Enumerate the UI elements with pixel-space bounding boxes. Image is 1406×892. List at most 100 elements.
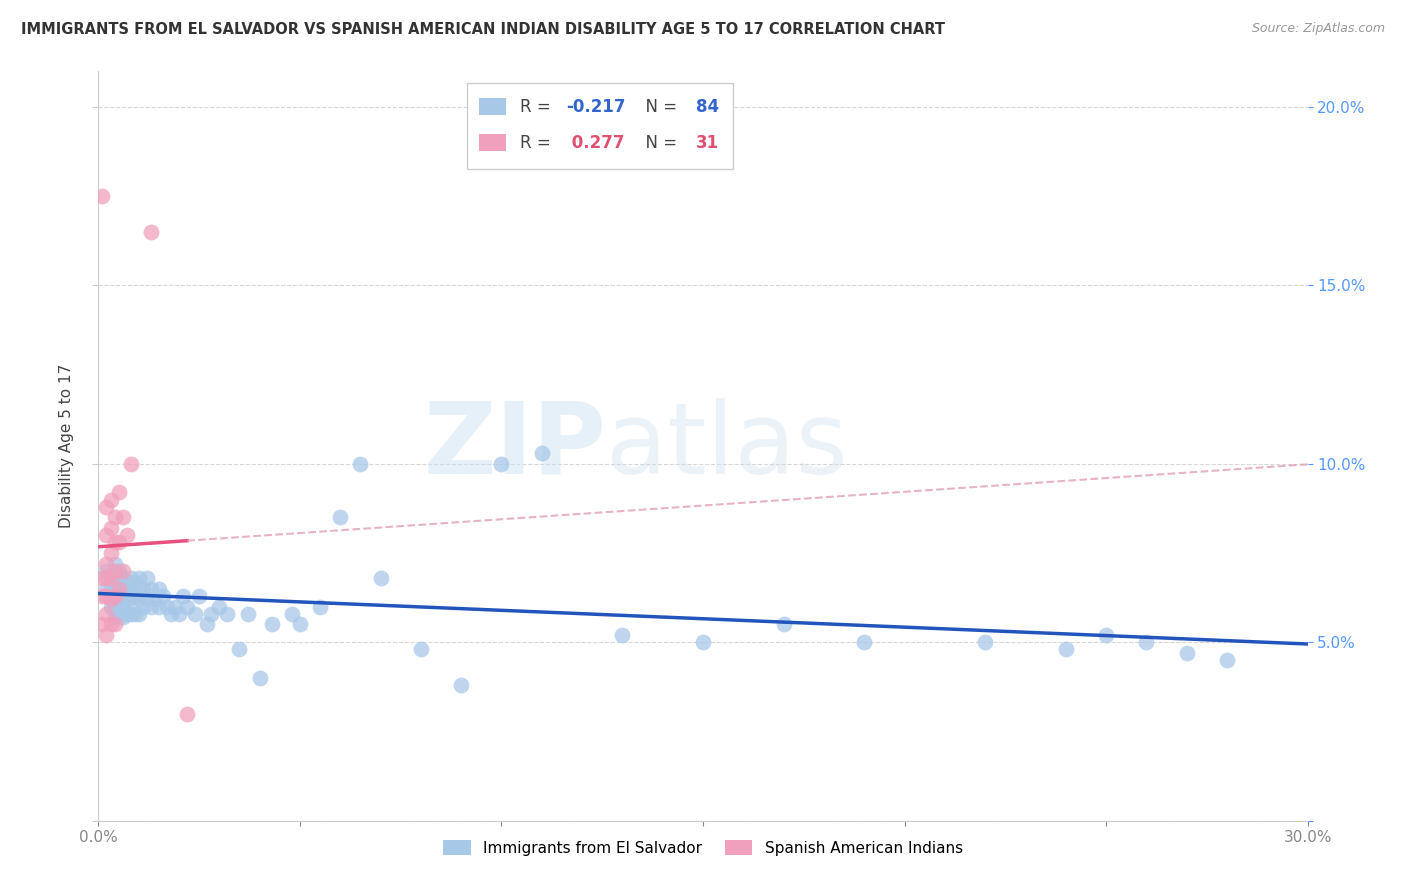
Point	[128, 582, 150, 596]
Point	[103, 610, 125, 624]
Point	[100, 599, 122, 614]
Point	[107, 610, 129, 624]
Point	[115, 592, 138, 607]
Point	[91, 189, 114, 203]
Point	[167, 607, 190, 621]
Point	[260, 617, 283, 632]
Point	[103, 599, 125, 614]
Point	[1135, 635, 1157, 649]
Text: -0.217: -0.217	[567, 97, 626, 116]
Point	[103, 535, 125, 549]
Point	[228, 642, 250, 657]
Point	[103, 589, 125, 603]
Point	[100, 589, 122, 603]
Text: atlas: atlas	[606, 398, 848, 494]
Point	[96, 628, 118, 642]
Point	[103, 510, 125, 524]
Point	[111, 510, 134, 524]
Point	[124, 574, 146, 589]
Point	[115, 528, 138, 542]
Point	[120, 592, 142, 607]
Point	[111, 610, 134, 624]
Point	[107, 582, 129, 596]
Point	[115, 574, 138, 589]
Point	[148, 582, 170, 596]
FancyBboxPatch shape	[467, 83, 734, 169]
Point	[309, 599, 332, 614]
Point	[120, 571, 142, 585]
Point	[100, 571, 122, 585]
Text: IMMIGRANTS FROM EL SALVADOR VS SPANISH AMERICAN INDIAN DISABILITY AGE 5 TO 17 CO: IMMIGRANTS FROM EL SALVADOR VS SPANISH A…	[21, 22, 945, 37]
Point	[236, 607, 259, 621]
Point	[450, 678, 472, 692]
Text: N =: N =	[636, 134, 683, 152]
FancyBboxPatch shape	[479, 98, 506, 115]
Point	[188, 589, 211, 603]
Point	[128, 571, 150, 585]
Point	[107, 571, 129, 585]
Legend: Immigrants from El Salvador, Spanish American Indians: Immigrants from El Salvador, Spanish Ame…	[437, 833, 969, 862]
Point	[249, 671, 271, 685]
Point	[135, 592, 157, 607]
Point	[120, 582, 142, 596]
Point	[160, 607, 183, 621]
Point	[1175, 646, 1198, 660]
Point	[530, 446, 553, 460]
Point	[96, 564, 118, 578]
Point	[103, 557, 125, 571]
Point	[111, 571, 134, 585]
Point	[217, 607, 239, 621]
Point	[100, 592, 122, 607]
Point	[124, 607, 146, 621]
Point	[111, 599, 134, 614]
Point	[128, 592, 150, 607]
FancyBboxPatch shape	[479, 135, 506, 151]
Point	[100, 571, 122, 585]
Point	[1095, 628, 1118, 642]
Point	[103, 582, 125, 596]
Text: 31: 31	[696, 134, 718, 152]
Point	[107, 535, 129, 549]
Point	[96, 528, 118, 542]
Y-axis label: Disability Age 5 to 17: Disability Age 5 to 17	[59, 364, 75, 528]
Point	[128, 607, 150, 621]
Text: R =: R =	[520, 97, 557, 116]
Point	[107, 564, 129, 578]
Point	[853, 635, 876, 649]
Point	[176, 706, 198, 721]
Point	[107, 589, 129, 603]
Point	[139, 225, 162, 239]
Point	[139, 599, 162, 614]
Point	[329, 510, 352, 524]
Point	[96, 589, 118, 603]
Text: N =: N =	[636, 97, 683, 116]
Point	[107, 485, 129, 500]
Point	[100, 521, 122, 535]
Point	[111, 589, 134, 603]
Point	[132, 582, 155, 596]
Point	[195, 617, 218, 632]
Point	[111, 564, 134, 578]
Point	[103, 571, 125, 585]
Point	[124, 589, 146, 603]
Point	[163, 599, 186, 614]
Point	[91, 571, 114, 585]
Point	[111, 582, 134, 596]
Point	[100, 546, 122, 560]
Point	[612, 628, 634, 642]
Point	[152, 589, 174, 603]
Text: 0.277: 0.277	[567, 134, 624, 152]
Point	[1216, 653, 1239, 667]
Point	[96, 500, 118, 514]
Point	[135, 571, 157, 585]
Text: R =: R =	[520, 134, 557, 152]
Point	[156, 599, 179, 614]
Point	[349, 457, 371, 471]
Point	[176, 599, 198, 614]
Point	[96, 557, 118, 571]
Point	[208, 599, 231, 614]
Point	[370, 571, 392, 585]
Point	[281, 607, 304, 621]
Point	[200, 607, 222, 621]
Text: ZIP: ZIP	[423, 398, 606, 494]
